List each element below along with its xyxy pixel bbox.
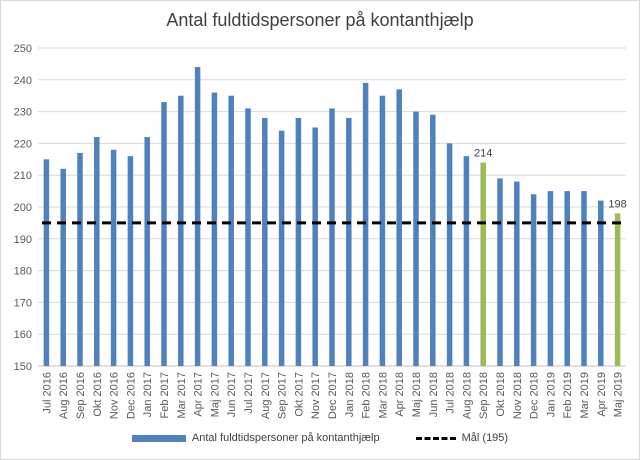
x-tick-label: Jan 2018 — [344, 372, 356, 417]
x-tick-label: Sep 2018 — [478, 372, 490, 419]
bar — [614, 213, 621, 366]
bar — [262, 117, 268, 367]
y-tick-label: 160 — [14, 329, 32, 341]
x-tick-label: Jul 2018 — [445, 372, 457, 414]
data-label: 198 — [608, 198, 626, 210]
x-tick-label: Maj 2018 — [411, 372, 423, 417]
y-tick-label: 150 — [14, 361, 32, 373]
bar — [295, 117, 302, 367]
bar — [530, 194, 537, 366]
y-tick-label: 180 — [14, 266, 32, 278]
x-tick-label: Okt 2018 — [495, 372, 507, 417]
x-tick-label: Nov 2017 — [310, 372, 322, 419]
bar — [194, 67, 201, 366]
bar — [547, 191, 554, 366]
bar — [497, 178, 503, 366]
legend-swatch-bars — [131, 434, 186, 442]
legend-label-goal: Mål (195) — [461, 432, 509, 444]
x-tick-label: Okt 2016 — [92, 372, 104, 417]
bar — [211, 92, 218, 367]
bar — [379, 95, 386, 366]
chart-title: Antal fuldtidspersoner på kontanthjælp — [166, 10, 474, 30]
bar — [278, 130, 285, 366]
x-tick-label: Feb 2017 — [159, 372, 171, 418]
y-tick-label: 200 — [14, 202, 32, 214]
legend-item-goal: Mål (195) — [415, 432, 509, 444]
x-tick-label: Mar 2017 — [176, 372, 188, 418]
bar — [598, 200, 604, 366]
y-tick-label: 230 — [14, 107, 32, 119]
x-tick-label: Nov 2018 — [512, 372, 524, 419]
bar — [413, 111, 419, 366]
x-tick-label: Apr 2018 — [394, 372, 406, 417]
bar — [178, 95, 184, 366]
x-tick-label: Jun 2018 — [428, 372, 440, 417]
x-tick-label: Dec 2018 — [529, 372, 541, 419]
legend-item-bars: Antal fuldtidspersoner på kontanthjælp — [131, 432, 380, 444]
bar — [396, 89, 402, 366]
bars — [43, 67, 621, 367]
bar — [94, 137, 100, 366]
data-label: 214 — [474, 147, 492, 159]
y-tick-label: 170 — [14, 297, 32, 309]
labels: 150 160 170 180 190 200 210 220 230 240 250 Jul 201… — [14, 43, 627, 419]
x-tick-label: Apr 2019 — [596, 372, 608, 417]
x-tick-label: Jun 2017 — [226, 372, 238, 417]
bar — [346, 117, 352, 367]
bar — [77, 152, 83, 366]
bar — [161, 102, 167, 366]
x-tick-label: Jul 2016 — [41, 372, 53, 414]
x-tick-label: Apr 2017 — [193, 372, 205, 417]
x-tick-label: Jan 2019 — [545, 372, 557, 417]
x-tick-label: Dec 2016 — [125, 372, 137, 419]
x-tick-label: Nov 2016 — [109, 372, 121, 419]
y-tick-label: 190 — [14, 234, 32, 246]
x-tick-label: Mar 2018 — [377, 372, 389, 418]
x-tick-label: Aug 2017 — [260, 372, 272, 419]
bar — [144, 137, 150, 366]
x-tick-label: Maj 2019 — [613, 372, 625, 417]
bar — [480, 162, 486, 366]
legend: Antal fuldtidspersoner på kontanthjælp M… — [0, 432, 640, 444]
x-tick-label: Aug 2016 — [58, 372, 70, 419]
bar — [514, 181, 520, 366]
y-tick-label: 240 — [14, 75, 32, 87]
x-tick-label: Mar 2019 — [579, 372, 591, 418]
bar — [581, 191, 587, 366]
bar — [127, 156, 134, 366]
bar — [43, 159, 50, 366]
x-tick-label: Dec 2017 — [327, 372, 339, 419]
bar — [463, 156, 470, 366]
x-tick-label: Jul 2017 — [243, 372, 255, 414]
bar — [430, 114, 436, 366]
y-tick-label: 210 — [14, 170, 32, 182]
y-tick-label: 220 — [14, 138, 32, 150]
bar — [362, 82, 369, 366]
x-tick-label: Sep 2017 — [277, 372, 289, 419]
bar — [446, 143, 453, 366]
x-tick-label: Okt 2017 — [293, 372, 305, 417]
bar — [110, 149, 117, 366]
y-tick-label: 250 — [14, 43, 32, 55]
bar — [245, 108, 251, 367]
x-tick-label: Aug 2018 — [461, 372, 473, 419]
legend-swatch-goal — [415, 436, 456, 440]
x-tick-label: Jan 2017 — [142, 372, 154, 417]
x-tick-label: Maj 2017 — [209, 372, 221, 417]
bar — [312, 127, 318, 366]
x-tick-label: Feb 2019 — [562, 372, 574, 418]
x-tick-label: Sep 2016 — [75, 372, 87, 419]
legend-label-bars: Antal fuldtidspersoner på kontanthjælp — [191, 432, 380, 444]
bar — [60, 168, 66, 366]
bar — [564, 191, 570, 366]
bar — [228, 95, 234, 366]
bar — [329, 108, 335, 367]
x-tick-label: Feb 2018 — [361, 372, 373, 418]
